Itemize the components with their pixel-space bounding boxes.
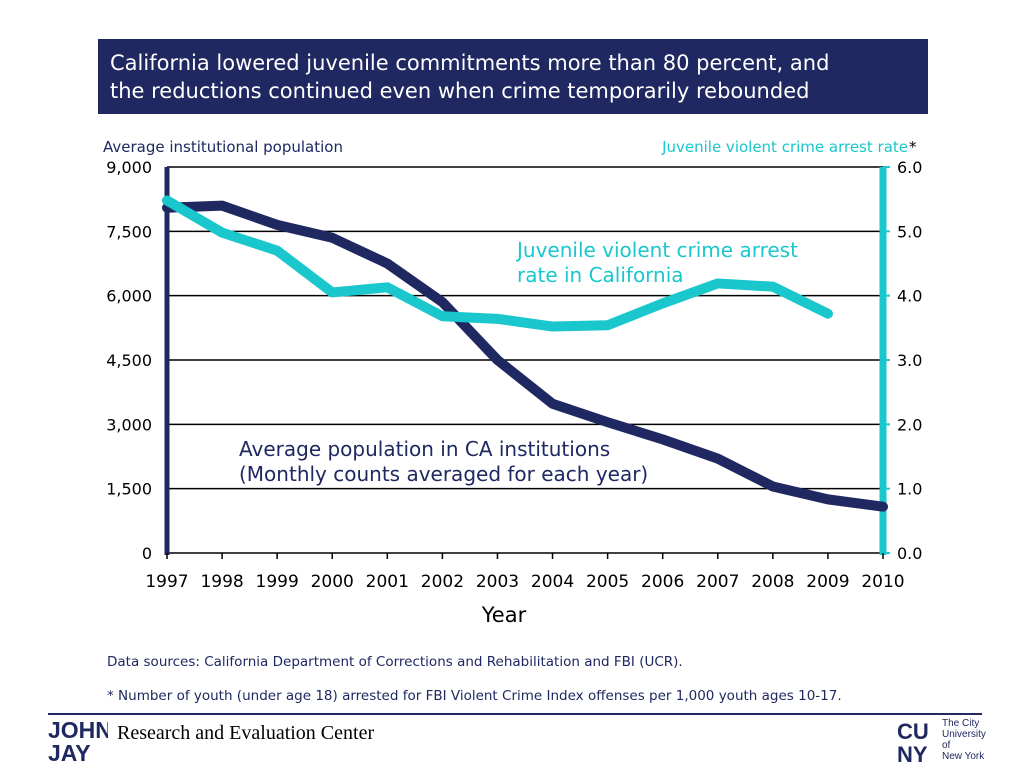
population-point	[882, 506, 884, 508]
population-point	[827, 498, 829, 500]
population-point	[552, 403, 554, 405]
population-point	[496, 359, 498, 361]
x-tick-label: 2009	[806, 572, 849, 592]
x-tick-label: 2008	[751, 572, 794, 592]
right-tick-label: 5.0	[897, 222, 922, 241]
left-tick-label: 9,000	[106, 158, 152, 177]
population-point	[221, 205, 223, 207]
population-point	[772, 486, 774, 488]
right-tick-label: 2.0	[897, 415, 922, 434]
x-tick-label: 1997	[145, 572, 188, 592]
arrest-rate-point	[827, 313, 829, 315]
population-point	[166, 207, 168, 209]
arrest-rate-point	[276, 250, 278, 252]
series-lines	[162, 195, 888, 512]
tick-labels: 0 1,500 3,000 4,500 6,000 7,500 9,000 0.0 1.0 2.0…	[106, 158, 922, 592]
title-line-1: California lowered juvenile commitments …	[110, 51, 830, 75]
arrest-rate-point	[221, 232, 223, 234]
x-tick-label: 1998	[200, 572, 243, 592]
x-tick-label: 2006	[641, 572, 684, 592]
population-point	[386, 263, 388, 264]
right-tick-label: 6.0	[897, 158, 922, 177]
arrest-rate-point	[496, 318, 498, 320]
right-tick-label: 3.0	[897, 351, 922, 370]
data-sources-note: Data sources: California Department of C…	[107, 654, 683, 670]
arrest-rate-point	[166, 199, 168, 201]
arrest-rate-point	[662, 302, 664, 304]
left-axis-title: Average institutional population	[103, 138, 343, 156]
left-tick-label: 3,000	[106, 415, 152, 434]
cuny-logo: CU NY	[897, 719, 929, 764]
x-tick-label: 2004	[531, 572, 574, 592]
cuny-logo-text-1: CU	[897, 719, 929, 744]
center-name: Research and Evaluation Center	[117, 722, 375, 744]
x-tick-label: 2003	[476, 572, 519, 592]
x-tick-label: 2010	[861, 572, 904, 592]
cuny-name-line-1: The City	[942, 718, 980, 729]
title-line-2: the reductions continued even when crime…	[110, 79, 810, 103]
population-point	[331, 237, 333, 239]
right-axis-title: Juvenile violent crime arrest rate	[661, 138, 908, 156]
arrest-rate-point	[386, 286, 388, 288]
x-axis-title: Year	[481, 603, 527, 627]
arrest-rate-point	[552, 326, 554, 328]
x-tick-label: 1999	[256, 572, 299, 592]
population-point	[441, 301, 443, 303]
arrest-rate-point	[441, 315, 443, 317]
left-tick-label: 4,500	[106, 351, 152, 370]
population-point	[276, 224, 278, 226]
john-jay-logo: JOHN JAY	[48, 717, 108, 764]
jj-logo-text-1: JOHN	[48, 717, 108, 743]
cuny-logo-text-2: NY	[897, 742, 928, 764]
arrest-rate-point	[607, 324, 609, 326]
x-tick-label: 2001	[366, 572, 409, 592]
right-axis-asterisk: *	[909, 138, 917, 156]
left-tick-label: 0	[142, 544, 152, 563]
arrest-rate-point	[717, 282, 719, 284]
population-point	[717, 458, 719, 460]
left-tick-label: 7,500	[106, 222, 152, 241]
population-series-line	[162, 200, 888, 512]
rate-annotation-line-2: rate in California	[517, 263, 684, 287]
axes	[164, 166, 890, 559]
footer-divider	[48, 713, 982, 715]
x-tick-label: 2005	[586, 572, 629, 592]
title-banner: California lowered juvenile commitments …	[98, 39, 928, 114]
left-tick-label: 6,000	[106, 287, 152, 306]
x-tick-label: 2007	[696, 572, 739, 592]
x-tick-label: 2000	[311, 572, 354, 592]
footnote: * Number of youth (under age 18) arreste…	[107, 688, 842, 704]
cuny-name-line-4: New York	[942, 751, 985, 762]
population-annotation-line-2: (Monthly counts averaged for each year)	[239, 462, 648, 486]
cuny-name-line-2: University	[942, 729, 986, 740]
right-tick-label: 4.0	[897, 287, 922, 306]
x-tick-label: 2002	[421, 572, 464, 592]
right-tick-label: 1.0	[897, 480, 922, 499]
rate-annotation-line-1: Juvenile violent crime arrest	[515, 238, 798, 262]
population-annotation-line-1: Average population in CA institutions	[239, 437, 610, 461]
cuny-name: The City University of New York	[942, 718, 986, 762]
cuny-name-line-3: of	[942, 740, 951, 751]
right-tick-label: 0.0	[897, 544, 922, 563]
jj-logo-text-2: JAY	[48, 740, 91, 764]
population-point	[607, 421, 609, 423]
arrest-rate-point	[772, 286, 774, 288]
population-point	[662, 438, 664, 440]
left-tick-label: 1,500	[106, 480, 152, 499]
arrest-rate-point	[331, 291, 333, 293]
